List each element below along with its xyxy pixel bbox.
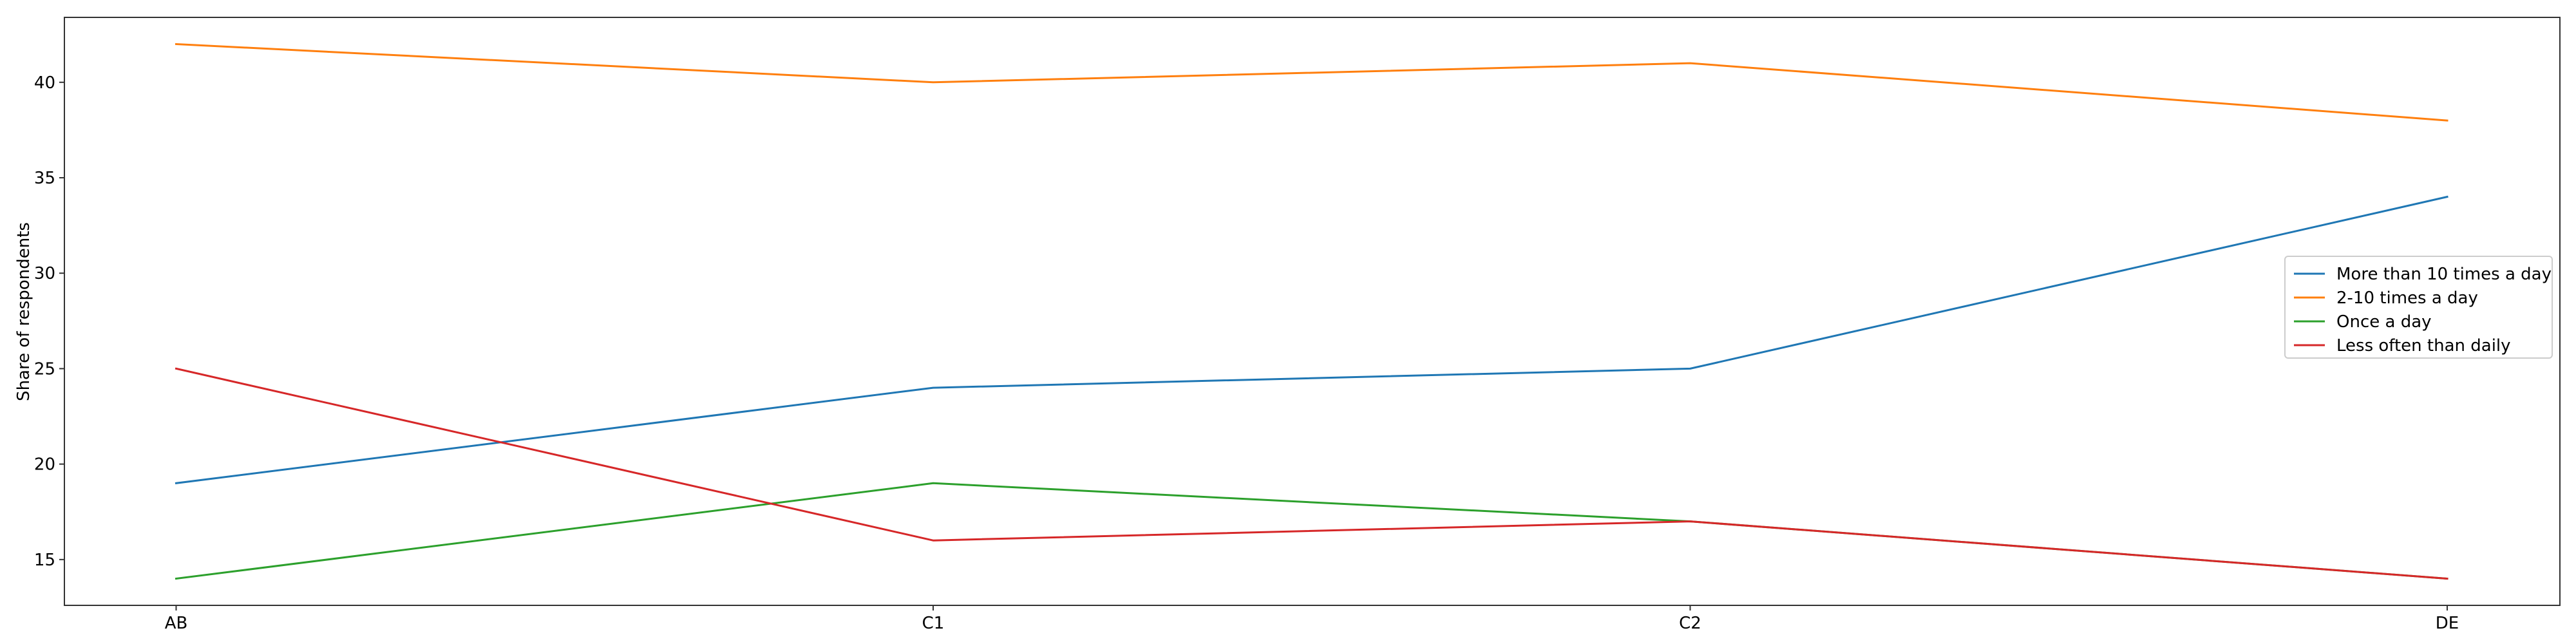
- legend: More than 10 times a day 2-10 times a day…: [2284, 256, 2553, 359]
- y-tick-label: 20: [34, 455, 55, 475]
- series-lines: [175, 43, 2448, 580]
- x-tick-label: C2: [1679, 614, 1701, 633]
- y-axis-title: Share of respondents: [14, 222, 33, 401]
- legend-box: [2284, 256, 2553, 359]
- series-line: [175, 195, 2448, 484]
- legend-label: Once a day: [2336, 312, 2432, 332]
- y-tick-label: 25: [34, 359, 55, 379]
- x-tick-label: C1: [922, 614, 945, 633]
- y-tick-label: 40: [34, 73, 55, 93]
- series-line: [175, 367, 2448, 580]
- axes: 15 20 25 30 35 40 AB C1 C2 DE: [34, 73, 2459, 633]
- y-tick-label: 30: [34, 264, 55, 283]
- y-tick-label: 15: [34, 551, 55, 570]
- legend-label: Less often than daily: [2336, 336, 2511, 355]
- x-tick-label: DE: [2436, 614, 2459, 633]
- series-line: [175, 43, 2448, 122]
- legend-label: More than 10 times a day: [2336, 265, 2552, 284]
- plot-area: [64, 17, 2561, 606]
- y-tick-label: 35: [34, 169, 55, 188]
- x-tick-label: AB: [165, 614, 188, 633]
- legend-label: 2-10 times a day: [2336, 289, 2478, 308]
- plot-frame: [64, 17, 2561, 606]
